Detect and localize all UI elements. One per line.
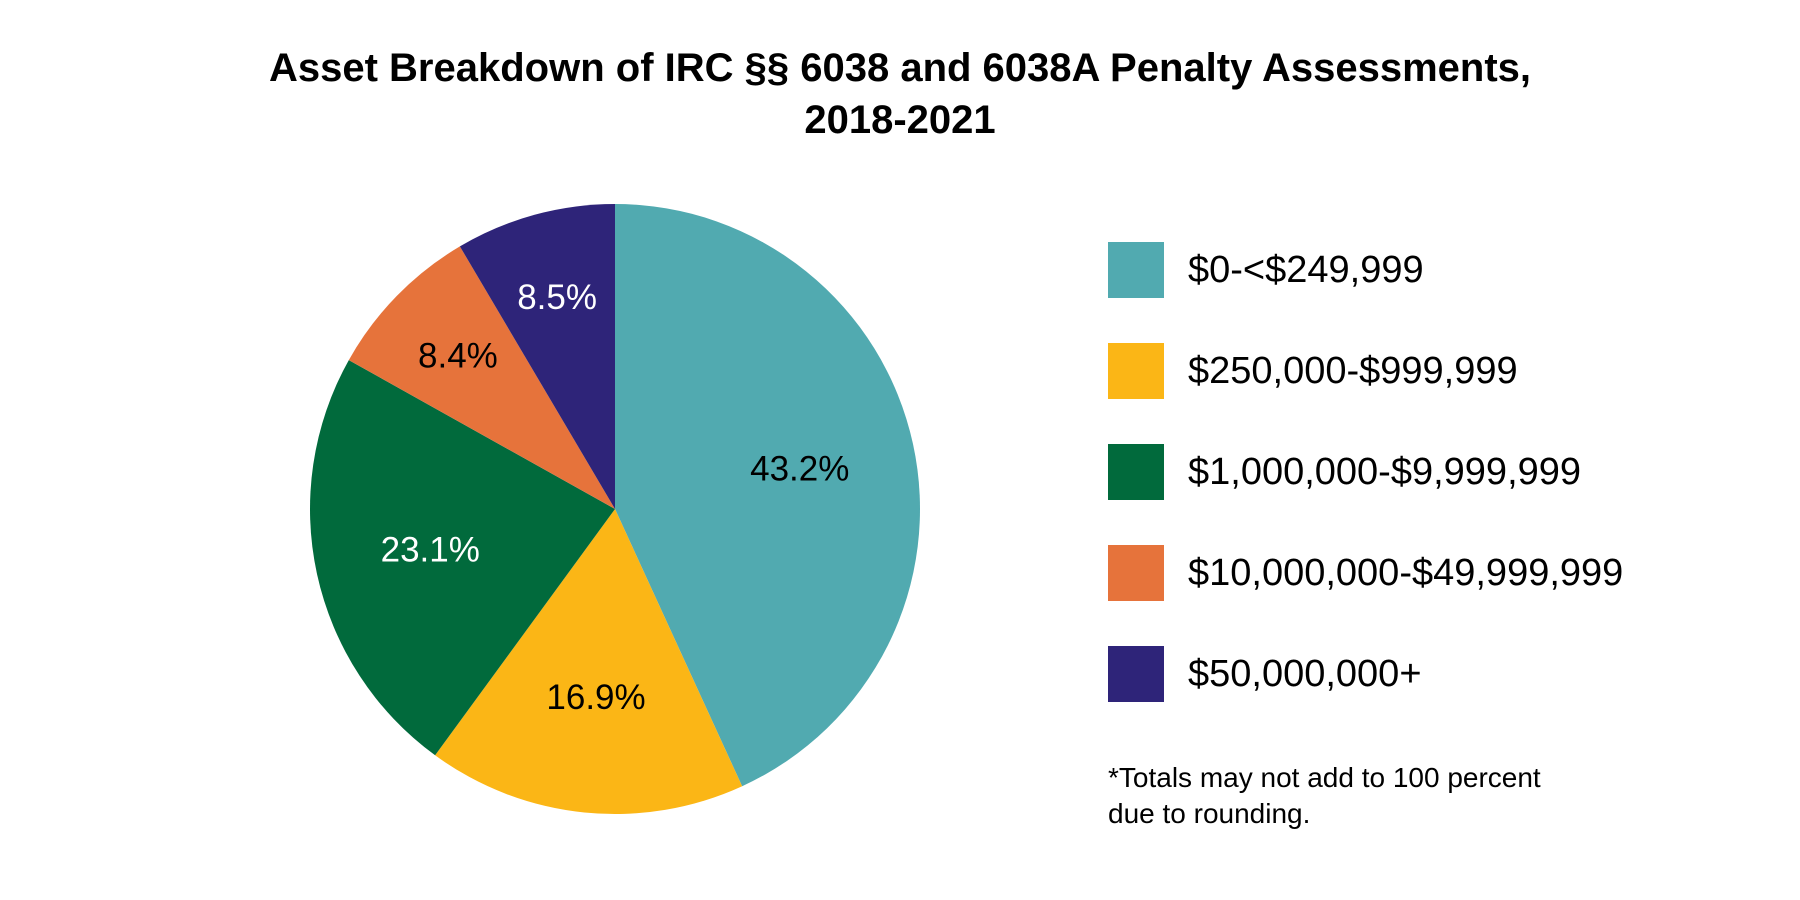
pie-slice [435, 509, 743, 815]
footnote: *Totals may not add to 100 percent due t… [1108, 760, 1628, 832]
pie-slice [309, 360, 615, 756]
legend-label: $250,000-$999,999 [1188, 349, 1518, 392]
legend-swatch [1108, 343, 1164, 399]
legend-item: $250,000-$999,999 [1108, 343, 1623, 399]
legend-swatch [1108, 545, 1164, 601]
slice-label: 8.4% [418, 337, 498, 376]
legend-swatch [1108, 646, 1164, 702]
legend-label: $50,000,000+ [1188, 652, 1422, 695]
legend-item: $50,000,000+ [1108, 646, 1623, 702]
slice-label: 23.1% [381, 530, 480, 569]
legend-item: $1,000,000-$9,999,999 [1108, 444, 1623, 500]
chart-title: Asset Breakdown of IRC §§ 6038 and 6038A… [0, 42, 1800, 146]
legend-item: $10,000,000-$49,999,999 [1108, 545, 1623, 601]
legend-label: $0-<$249,999 [1188, 248, 1424, 291]
slice-label: 43.2% [750, 450, 849, 489]
legend-label: $10,000,000-$49,999,999 [1188, 551, 1624, 594]
slice-label: 16.9% [546, 678, 645, 717]
footnote-line-1: *Totals may not add to 100 percent [1108, 762, 1541, 793]
legend-label: $1,000,000-$9,999,999 [1188, 450, 1582, 493]
footnote-line-2: due to rounding. [1108, 798, 1311, 829]
chart-title-line-1: Asset Breakdown of IRC §§ 6038 and 6038A… [268, 46, 1532, 90]
slice-label: 8.5% [517, 278, 597, 317]
pie-slice [459, 204, 615, 509]
pie-slice [615, 204, 921, 787]
legend-item: $0-<$249,999 [1108, 242, 1623, 298]
chart-title-line-2: 2018-2021 [804, 98, 996, 142]
pie-slice [348, 246, 615, 510]
legend-swatch [1108, 242, 1164, 298]
legend: $0-<$249,999 $250,000-$999,999 $1,000,00… [1108, 242, 1623, 747]
legend-swatch [1108, 444, 1164, 500]
